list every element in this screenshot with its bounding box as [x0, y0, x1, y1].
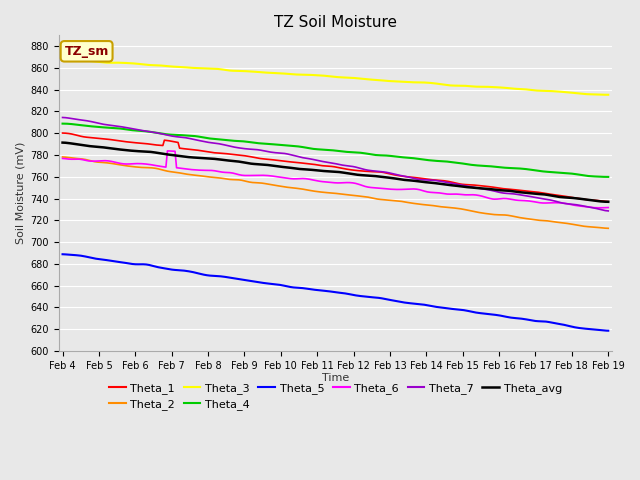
- Legend: Theta_1, Theta_2, Theta_3, Theta_4, Theta_5, Theta_6, Theta_7, Theta_avg: Theta_1, Theta_2, Theta_3, Theta_4, Thet…: [104, 378, 566, 415]
- Title: TZ Soil Moisture: TZ Soil Moisture: [274, 15, 397, 30]
- X-axis label: Time: Time: [322, 373, 349, 384]
- Text: TZ_sm: TZ_sm: [65, 45, 109, 58]
- Y-axis label: Soil Moisture (mV): Soil Moisture (mV): [15, 142, 25, 244]
